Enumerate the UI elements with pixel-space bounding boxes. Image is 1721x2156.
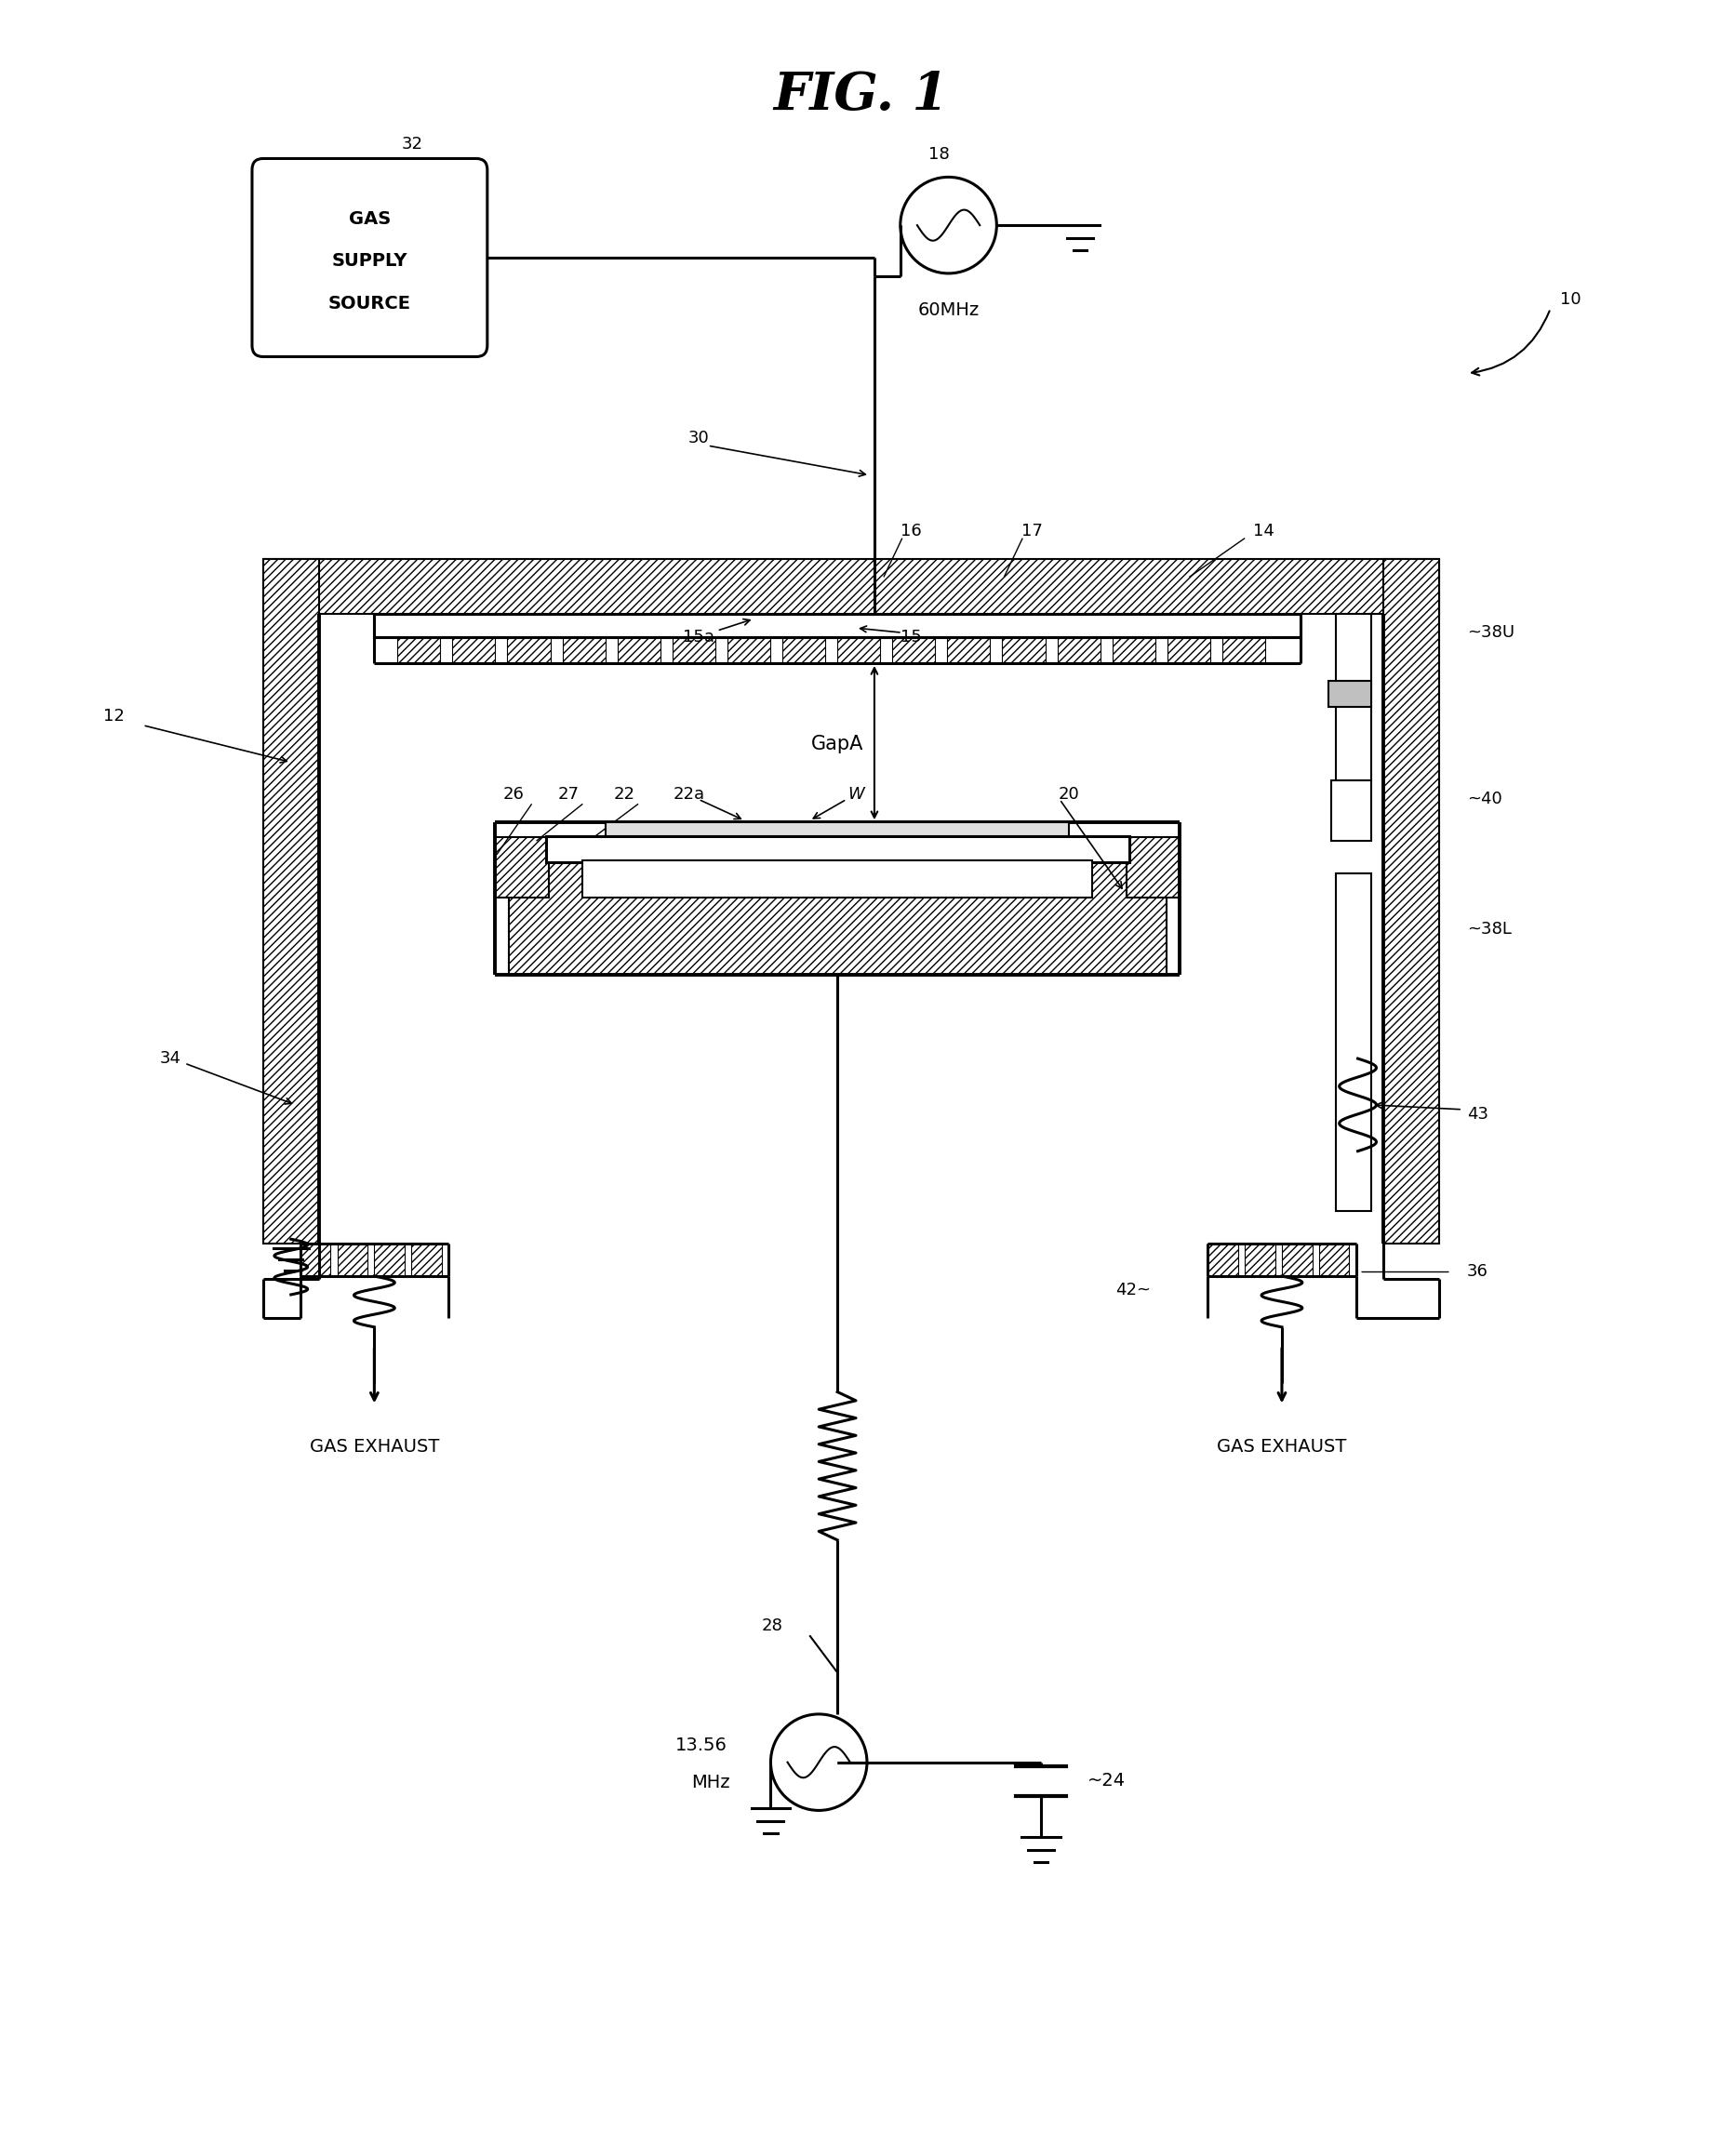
Text: 36: 36: [1466, 1263, 1489, 1281]
Text: W: W: [848, 787, 864, 802]
Text: 26: 26: [503, 787, 523, 802]
Text: SUPPLY: SUPPLY: [332, 252, 408, 270]
Text: 22: 22: [614, 787, 635, 802]
Bar: [583, 860, 1093, 897]
Bar: [1244, 1244, 1275, 1276]
Bar: [1318, 1244, 1349, 1276]
Bar: [373, 1244, 404, 1276]
FancyBboxPatch shape: [251, 160, 487, 356]
Bar: [494, 837, 549, 897]
Bar: [1167, 638, 1210, 664]
Bar: [1384, 558, 1439, 1244]
Text: 15: 15: [900, 630, 922, 645]
Text: 16: 16: [900, 522, 922, 539]
Bar: [263, 558, 1439, 614]
Text: 28: 28: [762, 1617, 783, 1634]
Text: GAS EXHAUST: GAS EXHAUST: [1217, 1438, 1348, 1455]
Bar: [1282, 1244, 1311, 1276]
Bar: [947, 638, 990, 664]
Bar: [728, 638, 771, 664]
Bar: [606, 821, 1069, 837]
Text: MHz: MHz: [692, 1774, 730, 1792]
Text: 27: 27: [558, 787, 580, 802]
Bar: [1335, 873, 1370, 1212]
Bar: [1126, 837, 1181, 897]
Bar: [299, 1244, 330, 1276]
Text: 13.56: 13.56: [675, 1738, 728, 1755]
Bar: [508, 638, 551, 664]
Bar: [1112, 638, 1155, 664]
Text: 15a: 15a: [683, 630, 714, 645]
Bar: [1057, 638, 1100, 664]
Bar: [337, 1244, 368, 1276]
Text: ~24: ~24: [1088, 1772, 1126, 1789]
Bar: [263, 558, 318, 1244]
Text: ~40: ~40: [1466, 791, 1502, 808]
Bar: [398, 638, 441, 664]
Bar: [1335, 614, 1370, 780]
Bar: [411, 1244, 442, 1276]
Bar: [1208, 1244, 1237, 1276]
Text: 22a: 22a: [673, 787, 706, 802]
Bar: [891, 638, 935, 664]
Text: ~38L: ~38L: [1466, 921, 1511, 938]
Text: 43: 43: [1466, 1106, 1489, 1123]
Bar: [1222, 638, 1265, 664]
Bar: [373, 614, 1301, 638]
Bar: [546, 837, 1129, 862]
Bar: [618, 638, 661, 664]
Bar: [1002, 638, 1045, 664]
Text: GAS EXHAUST: GAS EXHAUST: [310, 1438, 439, 1455]
Text: 20: 20: [1058, 787, 1079, 802]
Bar: [1330, 780, 1370, 841]
Bar: [673, 638, 716, 664]
Text: 30: 30: [688, 429, 709, 446]
Text: 18: 18: [929, 147, 950, 164]
Text: 60MHz: 60MHz: [917, 302, 979, 319]
Text: 32: 32: [401, 136, 423, 153]
Text: 12: 12: [103, 707, 124, 724]
Bar: [509, 841, 1167, 975]
Text: SOURCE: SOURCE: [329, 295, 411, 313]
Text: FIG. 1: FIG. 1: [773, 69, 948, 121]
Text: 10: 10: [1559, 291, 1580, 308]
Text: GAS: GAS: [349, 209, 391, 229]
Text: 42~: 42~: [1115, 1281, 1151, 1298]
Bar: [563, 638, 606, 664]
Bar: [1329, 681, 1370, 707]
Text: ~38U: ~38U: [1466, 625, 1514, 640]
Text: GapA: GapA: [811, 735, 864, 752]
Bar: [783, 638, 826, 664]
Text: 34: 34: [160, 1050, 181, 1067]
Bar: [838, 638, 879, 664]
Bar: [453, 638, 496, 664]
Text: 17: 17: [1021, 522, 1043, 539]
Text: 14: 14: [1253, 522, 1274, 539]
